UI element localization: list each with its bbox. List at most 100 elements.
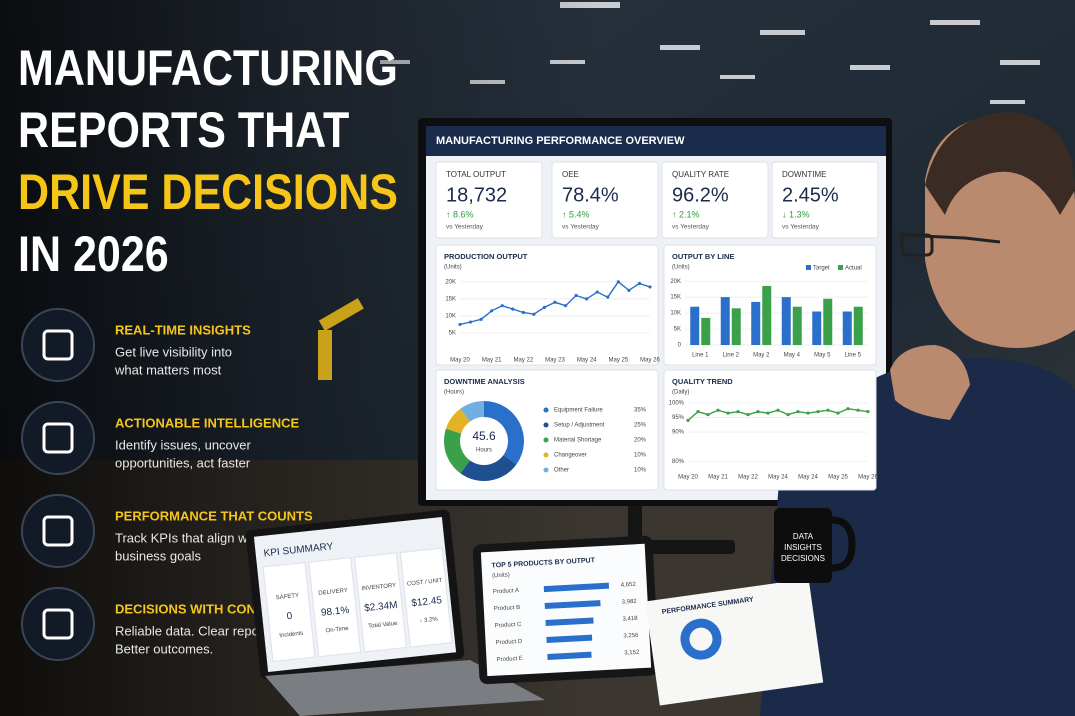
donut-center-label: Hours bbox=[476, 448, 492, 454]
kpi-value: 0 bbox=[286, 611, 293, 623]
feature-icon bbox=[21, 308, 95, 382]
x-tick-label: Line 5 bbox=[845, 353, 862, 359]
panel bbox=[435, 244, 659, 366]
feature-text: Better outcomes. bbox=[115, 641, 213, 656]
donut-slice bbox=[460, 455, 517, 481]
x-tick-label: May 21 bbox=[482, 358, 502, 364]
legend-dot bbox=[543, 422, 549, 428]
kpi-card bbox=[771, 161, 879, 239]
value-label: 20% bbox=[634, 438, 647, 444]
x-tick-label: May 26 bbox=[858, 475, 878, 481]
mug-text: INSIGHTS bbox=[784, 543, 822, 552]
category-label: Product A bbox=[493, 588, 519, 595]
feature-icon bbox=[21, 587, 95, 661]
headline-line: IN 2026 bbox=[18, 226, 169, 282]
legend-swatch bbox=[806, 265, 811, 270]
bar bbox=[547, 651, 592, 660]
robot-arm bbox=[318, 298, 364, 380]
point bbox=[458, 322, 462, 327]
bar bbox=[792, 306, 802, 345]
bar bbox=[546, 634, 593, 644]
point bbox=[716, 408, 720, 412]
point bbox=[806, 411, 810, 415]
laptop: KPI SUMMARYSAFETY0IncidentsDELIVERY98.1%… bbox=[245, 509, 465, 680]
kpi-card bbox=[551, 161, 659, 239]
icon-glyph bbox=[42, 515, 74, 547]
x-tick-label: May 22 bbox=[738, 475, 758, 481]
category-label: Product B bbox=[494, 605, 521, 612]
bar bbox=[731, 308, 741, 345]
dashboard-title: MANUFACTURING PERFORMANCE OVERVIEW bbox=[436, 135, 685, 147]
y-tick-label: 5K bbox=[449, 331, 456, 337]
y-tick-label: 95% bbox=[672, 415, 685, 421]
point bbox=[479, 317, 483, 321]
value-label: 3,418 bbox=[622, 616, 638, 623]
mug bbox=[774, 508, 832, 583]
x-tick-label: May 23 bbox=[545, 358, 565, 364]
donut-slice bbox=[444, 428, 470, 474]
bar bbox=[762, 285, 772, 345]
panel bbox=[663, 369, 877, 491]
kpi-note: Total Value bbox=[368, 621, 398, 630]
point bbox=[606, 295, 610, 299]
donut-slice bbox=[445, 408, 470, 434]
kpi-label: INVENTORY bbox=[361, 583, 396, 593]
point bbox=[511, 307, 515, 311]
kpi-value: $12.45 bbox=[411, 595, 443, 609]
y-tick-label: 80% bbox=[672, 459, 685, 465]
kpi-value: 18,732 bbox=[446, 184, 507, 206]
point bbox=[746, 412, 750, 417]
feature-text: Track KPIs that align with bbox=[115, 530, 261, 545]
paper-donut bbox=[680, 618, 722, 660]
mug-text: DECISIONS bbox=[781, 554, 825, 563]
value-label: 4,652 bbox=[621, 582, 637, 589]
dashboard-header bbox=[426, 126, 886, 156]
point bbox=[648, 285, 652, 289]
kpi-label: DOWNTIME bbox=[782, 170, 826, 179]
point bbox=[846, 407, 850, 411]
kpi-change: ↑ 2.1% bbox=[672, 209, 700, 219]
panel-title: QUALITY TREND bbox=[672, 377, 733, 386]
point bbox=[856, 408, 860, 412]
x-tick-label: May 5 bbox=[814, 353, 831, 359]
legend-label: Target bbox=[813, 266, 830, 272]
legend-dot bbox=[543, 452, 549, 458]
mug-handle bbox=[831, 516, 856, 572]
headline-line: REPORTS THAT bbox=[18, 102, 349, 158]
kpi-label: COST / UNIT bbox=[407, 578, 443, 588]
legend-label: Equipment Failure bbox=[554, 408, 603, 414]
feature-title: PERFORMANCE THAT COUNTS bbox=[115, 508, 313, 523]
value-label: 25% bbox=[634, 423, 647, 429]
point bbox=[521, 310, 525, 315]
bar bbox=[751, 301, 761, 345]
x-tick-label: May 4 bbox=[784, 353, 801, 359]
donut-slice bbox=[460, 401, 484, 422]
feature-text: what matters most bbox=[114, 362, 222, 377]
y-tick-label: 20K bbox=[445, 279, 456, 285]
legend-label: Other bbox=[554, 468, 569, 474]
bar bbox=[543, 582, 610, 593]
point bbox=[866, 410, 870, 414]
kpi-note: vs Yesterday bbox=[782, 224, 820, 231]
point bbox=[532, 312, 536, 316]
point bbox=[563, 304, 568, 308]
paper: PERFORMANCE SUMMARY bbox=[645, 578, 824, 706]
point bbox=[490, 309, 494, 313]
kpi-value: 2.45% bbox=[782, 184, 839, 206]
kpi-note: On-Time bbox=[325, 626, 349, 634]
kpi-tile bbox=[354, 552, 407, 653]
legend-label: Actual bbox=[845, 266, 862, 272]
legend-label: Changeover bbox=[554, 453, 587, 459]
panel-title: OUTPUT BY LINE bbox=[672, 252, 734, 261]
point bbox=[468, 320, 473, 324]
x-tick-label: Line 1 bbox=[692, 353, 709, 359]
donut-center-value: 45.6 bbox=[472, 429, 496, 443]
category-label: Product D bbox=[495, 639, 523, 646]
point bbox=[696, 410, 700, 414]
feature-icon bbox=[21, 401, 95, 475]
headline-line: MANUFACTURING bbox=[18, 40, 398, 96]
point bbox=[736, 410, 740, 414]
x-tick-label: May 24 bbox=[577, 358, 597, 364]
bar bbox=[853, 306, 863, 345]
kpi-label: DELIVERY bbox=[318, 588, 348, 597]
